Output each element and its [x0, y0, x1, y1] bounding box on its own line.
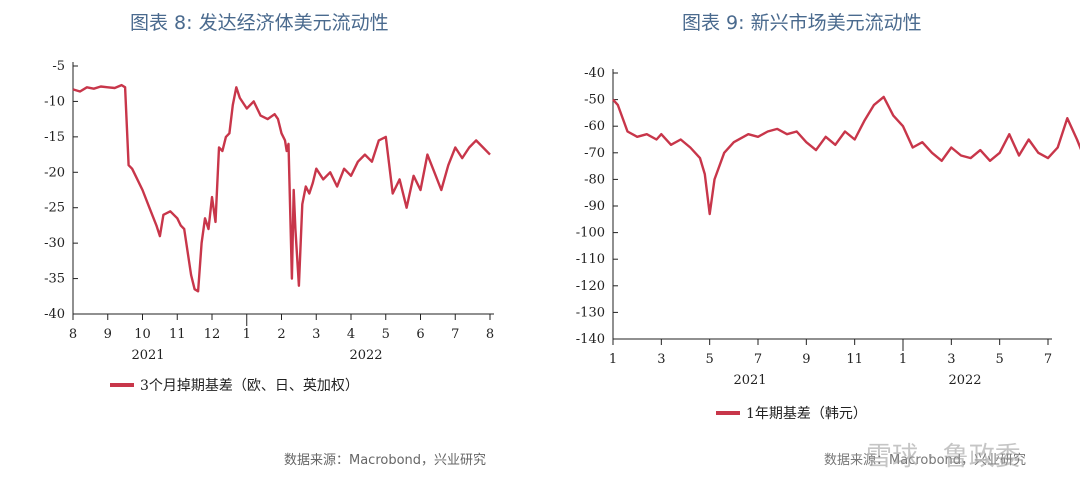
x-tick-label: 5 [996, 352, 1004, 367]
x-tick-label: 8 [486, 327, 494, 342]
y-tick-label: -40 [44, 307, 65, 322]
chart-title-left: 图表 8: 发达经济体美元流动性 [130, 12, 389, 34]
legend-label: 1年期基差（韩元） [746, 405, 867, 422]
y-tick-label: -5 [52, 59, 65, 74]
series-line [72, 83, 491, 293]
legend-label: 3个月掉期基差（欧、日、英加权） [140, 377, 359, 394]
y-tick-label: -40 [584, 66, 605, 81]
y-tick-label: -10 [44, 94, 65, 109]
x-tick-label: 5 [382, 327, 390, 342]
y-tick-label: -30 [44, 236, 65, 251]
y-tick-label: -25 [44, 201, 65, 216]
y-tick-label: -100 [576, 226, 605, 241]
y-tick-label: -20 [44, 165, 65, 180]
y-tick-label: -120 [576, 279, 605, 294]
x-tick-label: 8 [69, 327, 77, 342]
y-tick-label: -80 [584, 172, 605, 187]
x-tick-label: 10 [134, 327, 151, 342]
chart-title-right: 图表 9: 新兴市场美元流动性 [682, 12, 922, 34]
source-note-left: 数据来源：Macrobond，兴业研究 [284, 453, 487, 468]
x-tick-label: 4 [347, 327, 355, 342]
x-tick-label: 2 [277, 327, 285, 342]
series-line [612, 95, 1080, 216]
x-tick-label: 7 [754, 352, 762, 367]
year-label: 2021 [131, 348, 164, 363]
chart-right: -40 -50 -60 -70 -80 -90 -100 -110 -120 -130 -140 1 3… [576, 66, 1080, 422]
chart-left: -5-10-15-20-25-30-35-408 9 10 11 12 1 2 3 4 5 6 7 82… [44, 59, 494, 394]
source-note-right: 数据来源：Macrobond，兴业研究 [824, 453, 1027, 468]
x-tick-label: 1 [243, 327, 251, 342]
x-tick-label: 11 [169, 327, 186, 342]
x-tick-label: 3 [312, 327, 320, 342]
x-tick-label: 1 [899, 352, 907, 367]
y-tick-label: -60 [584, 119, 605, 134]
x-tick-label: 3 [947, 352, 955, 367]
year-label: 2022 [349, 348, 382, 363]
year-label: 2021 [733, 373, 766, 388]
y-tick-label: -140 [576, 332, 605, 347]
year-label: 2022 [948, 373, 981, 388]
y-tick-label: -15 [44, 130, 65, 145]
x-tick-label: 7 [451, 327, 459, 342]
watermark-text: 雪球 · 鲁政委 [866, 442, 1021, 472]
y-tick-label: -130 [576, 305, 605, 320]
y-tick-label: -35 [44, 272, 65, 287]
x-tick-label: 9 [802, 352, 810, 367]
y-tick-label: -90 [584, 199, 605, 214]
y-tick-label: -110 [576, 252, 605, 267]
x-tick-label: 1 [609, 352, 617, 367]
x-tick-label: 6 [416, 327, 424, 342]
x-tick-label: 12 [204, 327, 221, 342]
x-tick-label: 5 [706, 352, 714, 367]
x-tick-label: 9 [104, 327, 112, 342]
x-tick-label: 3 [657, 352, 665, 367]
y-tick-label: -70 [584, 146, 605, 161]
x-tick-label: 11 [846, 352, 863, 367]
x-tick-label: 7 [1044, 352, 1052, 367]
y-tick-label: -50 [584, 93, 605, 108]
